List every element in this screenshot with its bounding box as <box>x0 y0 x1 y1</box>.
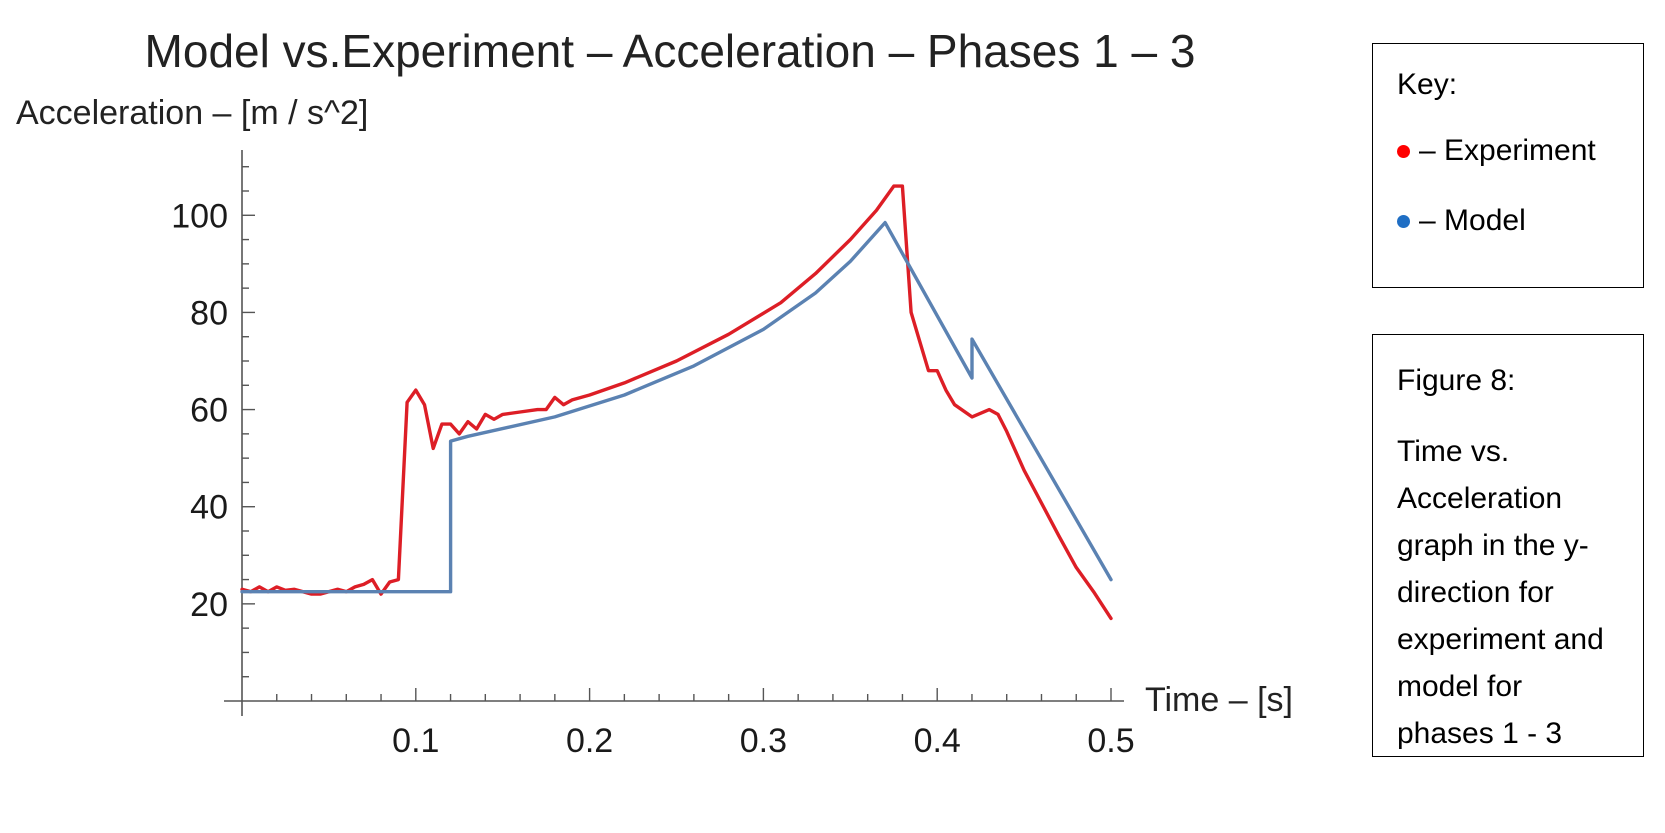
figure-caption-box: Figure 8: Time vs. Acceleration graph in… <box>1372 334 1644 757</box>
x-tick-label: 0.4 <box>914 722 961 760</box>
legend-box: Key: – Experiment – Model <box>1372 43 1644 288</box>
figure-caption: Time vs. Acceleration graph in the y-dir… <box>1397 435 1604 750</box>
legend-title: Key: <box>1397 68 1458 101</box>
legend-label-model: – Model <box>1419 204 1526 237</box>
series-layer <box>240 184 1113 621</box>
y-axis-label-text: Acceleration – <box>16 94 241 132</box>
x-tick-label: 0.3 <box>740 722 787 760</box>
series-line-model <box>240 220 1113 594</box>
legend-marker-experiment <box>1397 144 1410 158</box>
y-tick-label: 60 <box>190 392 228 430</box>
legend-item-model: – Model <box>1397 202 1643 240</box>
axes: 0.1 0.2 0.3 0.4 0.5 20 40 60 80 100 <box>171 150 1135 760</box>
x-tick-label: 0.1 <box>392 722 439 760</box>
y-tick-label: 20 <box>190 586 228 624</box>
chart-title: Model vs.Experiment – Acceleration – Pha… <box>144 25 1196 77</box>
figure-label: Figure 8: <box>1397 364 1516 397</box>
x-tick-label: 0.5 <box>1087 722 1134 760</box>
legend-item-experiment: – Experiment <box>1397 132 1643 170</box>
legend-label-experiment: – Experiment <box>1419 134 1596 167</box>
series-line-experiment <box>240 184 1113 621</box>
legend-marker-model <box>1397 214 1410 228</box>
y-tick-label: 40 <box>190 489 228 527</box>
y-tick-label: 80 <box>190 294 228 332</box>
x-axis-title: Time – [s] <box>1145 681 1293 719</box>
chart-plot: Acceleration – [m / s^2] Time – [s] 0.1 0… <box>16 94 1293 760</box>
y-axis-title: Acceleration – [m / s^2] <box>16 94 368 132</box>
x-tick-label: 0.2 <box>566 722 613 760</box>
y-tick-label: 100 <box>171 197 228 235</box>
